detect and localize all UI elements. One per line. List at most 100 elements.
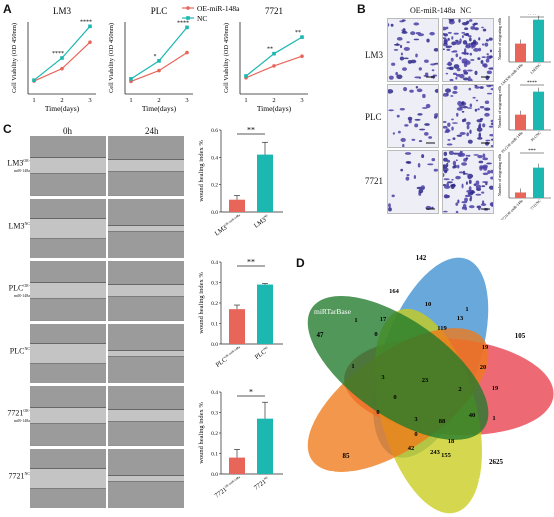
intersection-count: 2 — [458, 386, 461, 393]
set-label: TargetScan — [329, 469, 363, 478]
cell — [490, 144, 493, 147]
cell — [478, 47, 482, 52]
cell — [456, 112, 459, 117]
data-point-oe — [300, 54, 304, 58]
cell — [488, 37, 493, 41]
cell — [426, 38, 430, 43]
cell — [421, 154, 425, 159]
cell — [418, 140, 423, 143]
row-label-base: 7721 — [7, 408, 24, 418]
intersection-count: 1 — [354, 317, 357, 324]
cell — [400, 168, 404, 172]
cell — [417, 163, 421, 168]
cell — [461, 61, 468, 64]
set-label: ENCORI — [478, 477, 506, 486]
cell — [490, 176, 493, 180]
cell — [447, 31, 452, 34]
cell — [478, 37, 481, 41]
category-label: LM3OE-miR-148a — [213, 213, 244, 238]
significance-marker: ** — [247, 126, 255, 135]
bar — [257, 154, 273, 212]
scratch-gap — [108, 350, 184, 357]
cell — [470, 59, 475, 61]
cell — [469, 37, 472, 42]
series-line-oe — [33, 41, 91, 82]
wound-row-label: LM3OE-miR-148a — [2, 158, 30, 177]
cell — [467, 69, 473, 72]
cell — [449, 78, 454, 81]
wound-scratch — [108, 198, 184, 258]
intersection-count: 0 — [376, 409, 379, 416]
cell — [462, 40, 468, 45]
cell — [443, 194, 449, 199]
panel-letter-a: A — [3, 2, 12, 16]
row-label-7721: 7721 — [365, 176, 383, 186]
x-tick-label: 3 — [88, 97, 91, 104]
image-background — [388, 151, 438, 213]
cell — [388, 203, 391, 208]
significance-marker: *** — [528, 149, 536, 154]
cell — [448, 151, 454, 156]
cell — [480, 60, 484, 64]
cell — [459, 56, 462, 60]
cell — [468, 205, 475, 209]
cell — [414, 123, 419, 128]
cell — [405, 176, 410, 181]
cell — [424, 123, 430, 126]
category-label: 7721OE-miR-148a — [213, 475, 244, 500]
wound-row-label: 7721OE-miR-148a — [2, 408, 30, 427]
panel-a-charts: LM3 Cell Viability (OD 450nm) Time(days) 1 2… — [11, 4, 308, 113]
cell — [461, 206, 465, 210]
col-header-nc: NC — [460, 6, 472, 15]
cell — [391, 194, 395, 198]
set-label: miRTarBase — [314, 307, 352, 316]
cell — [469, 52, 473, 56]
unique-count: 142 — [416, 254, 427, 262]
panel-d-venn-diagram: miRDB142picTar105ENCORI2625TargetScan85m… — [307, 245, 554, 514]
cell — [447, 37, 450, 41]
cell — [400, 44, 403, 49]
row-label-plc: PLC — [365, 112, 382, 122]
cell — [489, 55, 493, 59]
scratch-gap — [30, 282, 106, 299]
wound-row-label: LM3NC — [2, 221, 30, 231]
cells-micrograph — [388, 19, 438, 81]
cell — [456, 68, 461, 72]
cell — [446, 48, 451, 51]
cell — [466, 124, 470, 130]
cell — [403, 86, 408, 92]
wound-scratch — [30, 136, 106, 196]
cell — [459, 73, 465, 79]
cell — [446, 159, 451, 163]
cell — [443, 37, 447, 40]
wound-scratch — [108, 448, 184, 508]
cell — [475, 99, 479, 102]
y-tick-label: 0.3 — [211, 411, 218, 417]
cell — [455, 202, 459, 206]
transwell-image-7721-nc — [442, 150, 494, 214]
wound-row-label: PLCOE-miR-148a — [2, 283, 30, 302]
cell — [490, 88, 493, 91]
cell — [475, 193, 482, 196]
transwell-image-lm3-oe — [387, 18, 439, 82]
data-point-oe — [60, 66, 64, 71]
cell — [474, 108, 478, 112]
cell — [457, 199, 460, 204]
cell — [423, 132, 429, 136]
intersection-count: 42 — [408, 445, 415, 452]
intersection-count: 19 — [492, 385, 499, 392]
data-point-nc — [129, 77, 133, 81]
row-label-superscript: OE-miR-148a — [14, 408, 30, 423]
intersection-count: 3 — [414, 416, 418, 423]
cell — [461, 21, 469, 26]
cell — [486, 53, 489, 56]
cell — [396, 74, 403, 80]
cell — [451, 178, 454, 181]
wound-image-24h — [108, 323, 184, 383]
cell — [447, 139, 451, 141]
row-label-superscript: NC — [24, 345, 30, 351]
transwell-image-7721-oe — [387, 150, 439, 214]
cell — [419, 128, 426, 131]
set-label: picTar — [515, 320, 535, 329]
cell — [464, 51, 467, 56]
